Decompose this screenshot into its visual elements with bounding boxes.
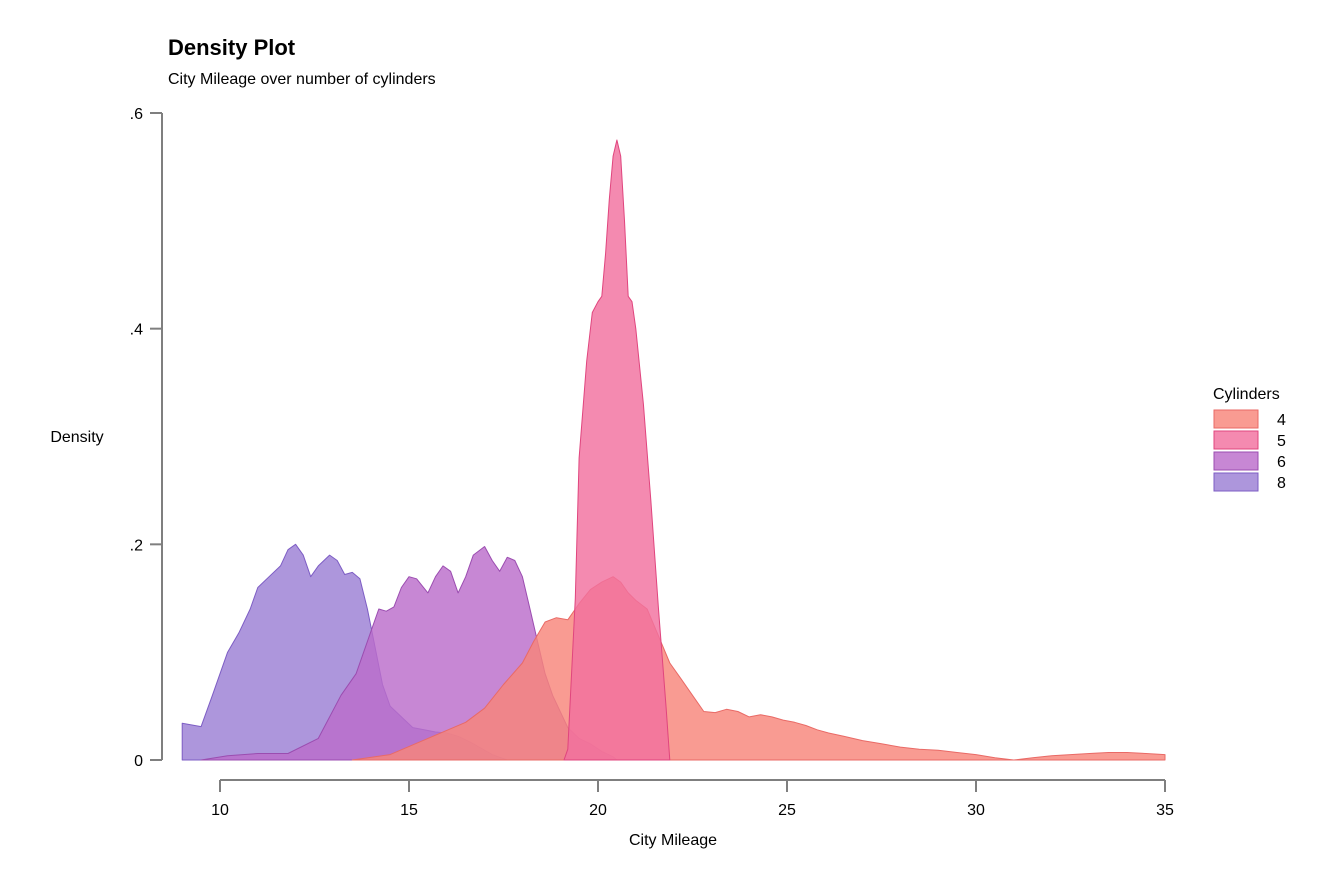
x-tick-label: 10 [211,802,229,819]
density-area-4-cylinders [351,576,1166,761]
density-area-5-cylinders [563,139,671,761]
y-tick-label: .6 [130,106,143,123]
legend-title: Cylinders [1213,386,1280,403]
legend-swatch-6 [1213,451,1259,471]
y-axis-ticks: 0 .2 .4 .6 [130,106,162,770]
y-axis-label: Density [50,429,103,446]
x-tick-label: 35 [1156,802,1174,819]
legend-swatch-4 [1213,409,1259,429]
x-tick-label: 25 [778,802,796,819]
chart-title: Density Plot [168,35,296,60]
chart-subtitle: City Mileage over number of cylinders [168,71,436,88]
legend-swatch-5 [1213,430,1259,450]
x-axis-label: City Mileage [629,832,717,849]
y-tick-label: .2 [130,537,143,554]
x-tick-label: 15 [400,802,418,819]
legend-swatch-8 [1213,472,1259,492]
x-tick-label: 20 [589,802,607,819]
legend: Cylinders 4 5 6 8 [1213,386,1286,492]
legend-label-8: 8 [1277,475,1286,492]
y-tick-label: .4 [130,322,143,339]
y-tick-label: 0 [134,753,143,770]
density-areas [181,139,1166,761]
x-axis-ticks: 10 15 20 25 30 35 [211,780,1174,819]
legend-label-5: 5 [1277,433,1286,450]
legend-label-4: 4 [1277,412,1286,429]
x-tick-label: 30 [967,802,985,819]
legend-label-6: 6 [1277,454,1286,471]
